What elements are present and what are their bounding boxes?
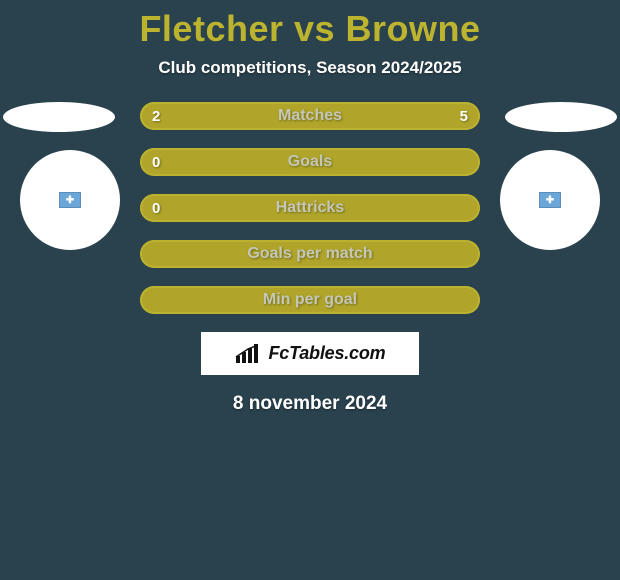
stat-row: Min per goal [140,286,480,314]
stat-rows: Matches25Goals0Hattricks0Goals per match… [140,102,480,314]
brand-text: FcTables.com [269,343,386,364]
stat-row: Hattricks0 [140,194,480,222]
left-flag-icon: ✚ [59,192,81,208]
stats-arena: ✚ ✚ Matches25Goals0Hattricks0Goals per m… [0,102,620,314]
comparison-infographic: Fletcher vs Browne Club competitions, Se… [0,0,620,580]
left-ellipse [3,102,115,132]
date-label: 8 november 2024 [0,393,620,415]
stat-label: Min per goal [140,286,480,314]
stat-label: Goals per match [140,240,480,268]
stat-row: Goals0 [140,148,480,176]
stat-value-left: 0 [140,194,172,222]
stat-value-right: 5 [448,102,480,130]
right-ellipse [505,102,617,132]
stat-row: Goals per match [140,240,480,268]
stat-value-left: 0 [140,148,172,176]
brand-chart-icon [235,344,263,364]
stat-row: Matches2 5 [140,102,480,130]
page-title: Fletcher vs Browne [0,8,620,50]
stat-label: Matches [140,102,480,130]
right-flag-icon: ✚ [539,192,561,208]
stat-value-left: 2 [140,102,172,130]
brand-badge: FcTables.com [201,332,419,375]
stat-label: Goals [140,148,480,176]
stat-label: Hattricks [140,194,480,222]
subtitle: Club competitions, Season 2024/2025 [0,58,620,78]
left-player-circle: ✚ [20,150,120,250]
right-player-circle: ✚ [500,150,600,250]
